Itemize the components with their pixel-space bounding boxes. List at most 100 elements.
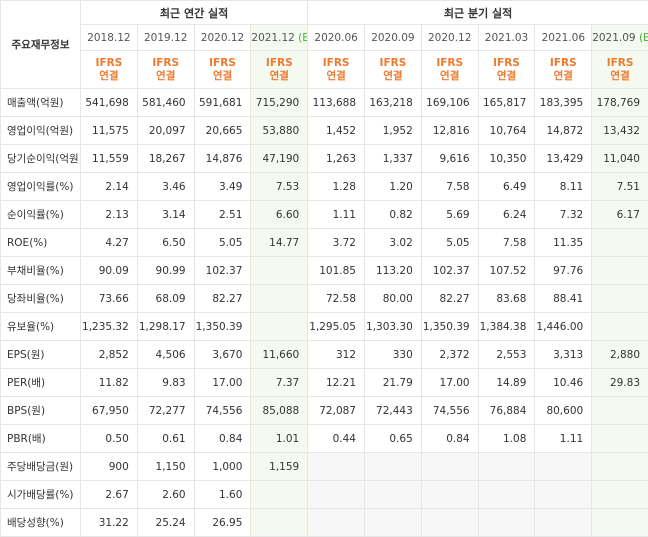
value-cell: 47,190: [250, 144, 309, 173]
value-cell: 1,452: [307, 116, 365, 145]
value-cell: 72,277: [136, 396, 195, 425]
value-cell: [477, 452, 536, 481]
basis-consolidated: 연결: [496, 69, 517, 82]
value-cell: [307, 480, 365, 509]
value-cell: [591, 228, 648, 257]
row-label: 영업이익률(%): [0, 172, 81, 201]
value-cell: 1,446.00: [534, 312, 593, 341]
period: 2021.03: [477, 24, 536, 51]
basis-ifrs: IFRS: [152, 56, 180, 69]
value-cell: 2,852: [80, 340, 138, 369]
value-cell: 11,575: [80, 116, 138, 145]
data-row: 당기순이익(억원) 11,559 18,267 14,876 47,190 1,263 1,…: [0, 144, 648, 173]
value-cell: [591, 256, 648, 285]
value-cell: 3.14: [136, 200, 195, 229]
value-cell: 2.67: [80, 480, 138, 509]
value-cell: 715,290: [250, 88, 309, 117]
value-cell: 31.22: [80, 508, 138, 537]
value-cell: 1.28: [307, 172, 365, 201]
basis: IFRS 연결: [250, 50, 309, 89]
row-label: 시가배당률(%): [0, 480, 81, 509]
value-cell: 80,600: [534, 396, 593, 425]
value-cell: [364, 452, 422, 481]
value-cell: 3.49: [193, 172, 252, 201]
value-cell: [250, 256, 309, 285]
value-cell: [477, 480, 536, 509]
estimate-mark: (E): [638, 31, 648, 44]
basis: IFRS 연결: [193, 50, 252, 89]
basis-ifrs: IFRS: [322, 56, 350, 69]
value-cell: 14.77: [250, 228, 309, 257]
period-date: 2020.12: [200, 31, 245, 44]
value-cell: 6.17: [591, 200, 648, 229]
basis-ifrs: IFRS: [549, 56, 577, 69]
value-cell: 11,040: [591, 144, 648, 173]
header-row: IFRS 연결 IFRS 연결 IFRS 연결 IFRS 연결 IFRS 연결 IFRS 연결 IFRS…: [1, 50, 648, 89]
value-cell: 25.24: [136, 508, 195, 537]
group-label: 최근 연간 실적: [79, 0, 309, 25]
value-cell: 2.60: [136, 480, 195, 509]
basis-consolidated: 연결: [383, 69, 403, 82]
basis-consolidated: 연결: [99, 69, 119, 82]
value-cell: 1.08: [477, 424, 536, 453]
period-date: 2021.09: [592, 31, 636, 44]
data-row: 부채비율(%) 90.09 90.99 102.37 101.85 113.20 102.3…: [0, 256, 648, 285]
data-row: 시가배당률(%) 2.67 2.60 1.60: [0, 480, 648, 509]
value-cell: [534, 452, 593, 481]
value-cell: 3.02: [364, 228, 422, 257]
value-cell: 88.41: [534, 284, 593, 313]
value-cell: 1,000: [193, 452, 252, 481]
row-label: 순이익률(%): [0, 200, 81, 229]
value-cell: [591, 508, 648, 537]
value-cell: 113,688: [307, 88, 365, 117]
value-cell: [250, 508, 309, 537]
value-cell: [477, 508, 536, 537]
value-cell: 72,443: [364, 396, 422, 425]
value-cell: 73.66: [80, 284, 138, 313]
value-cell: 581,460: [136, 88, 195, 117]
value-cell: 3,670: [193, 340, 252, 369]
value-cell: 12,816: [420, 116, 479, 145]
value-cell: 76,884: [477, 396, 536, 425]
value-cell: 169,106: [420, 88, 479, 117]
value-cell: 11,559: [80, 144, 138, 173]
basis-consolidated: 연결: [326, 69, 346, 82]
value-cell: 1.11: [307, 200, 365, 229]
period-date: 2019.12: [143, 31, 188, 44]
value-cell: 1.60: [193, 480, 252, 509]
value-cell: 1,235.32: [80, 312, 138, 341]
value-cell: 3.72: [307, 228, 365, 257]
basis-ifrs: IFRS: [493, 56, 520, 69]
value-cell: 1,295.05: [307, 312, 365, 341]
basis: IFRS 연결: [477, 50, 536, 89]
header-title: 주요재무정보: [0, 0, 81, 89]
value-cell: 1,263: [307, 144, 365, 173]
value-cell: 113.20: [364, 256, 422, 285]
value-cell: 107.52: [477, 256, 536, 285]
value-cell: 13,432: [591, 116, 648, 145]
value-cell: 10,764: [477, 116, 536, 145]
value-cell: 90.09: [80, 256, 138, 285]
value-cell: 82.27: [420, 284, 479, 313]
value-cell: 1,150: [136, 452, 195, 481]
value-cell: 13,429: [534, 144, 593, 173]
value-cell: 14,876: [193, 144, 252, 173]
basis: IFRS 연결: [420, 50, 479, 89]
value-cell: 29.83: [591, 368, 648, 397]
value-cell: [364, 508, 422, 537]
row-label: BPS(원): [0, 396, 81, 425]
value-cell: 0.44: [307, 424, 365, 453]
period-date: 2018.12: [87, 31, 131, 44]
basis-consolidated: 연결: [553, 69, 573, 82]
value-cell: 72,087: [307, 396, 365, 425]
value-cell: 1,303.30: [364, 312, 422, 341]
value-cell: 7.58: [477, 228, 536, 257]
value-cell: 85,088: [250, 396, 309, 425]
value-cell: 90.99: [136, 256, 195, 285]
basis-ifrs: IFRS: [209, 56, 236, 69]
value-cell: 4.27: [80, 228, 138, 257]
row-label: 배당성향(%): [0, 508, 81, 537]
value-cell: 9.83: [136, 368, 195, 397]
value-cell: 7.32: [534, 200, 593, 229]
row-label: 영업이익(억원): [0, 116, 81, 145]
